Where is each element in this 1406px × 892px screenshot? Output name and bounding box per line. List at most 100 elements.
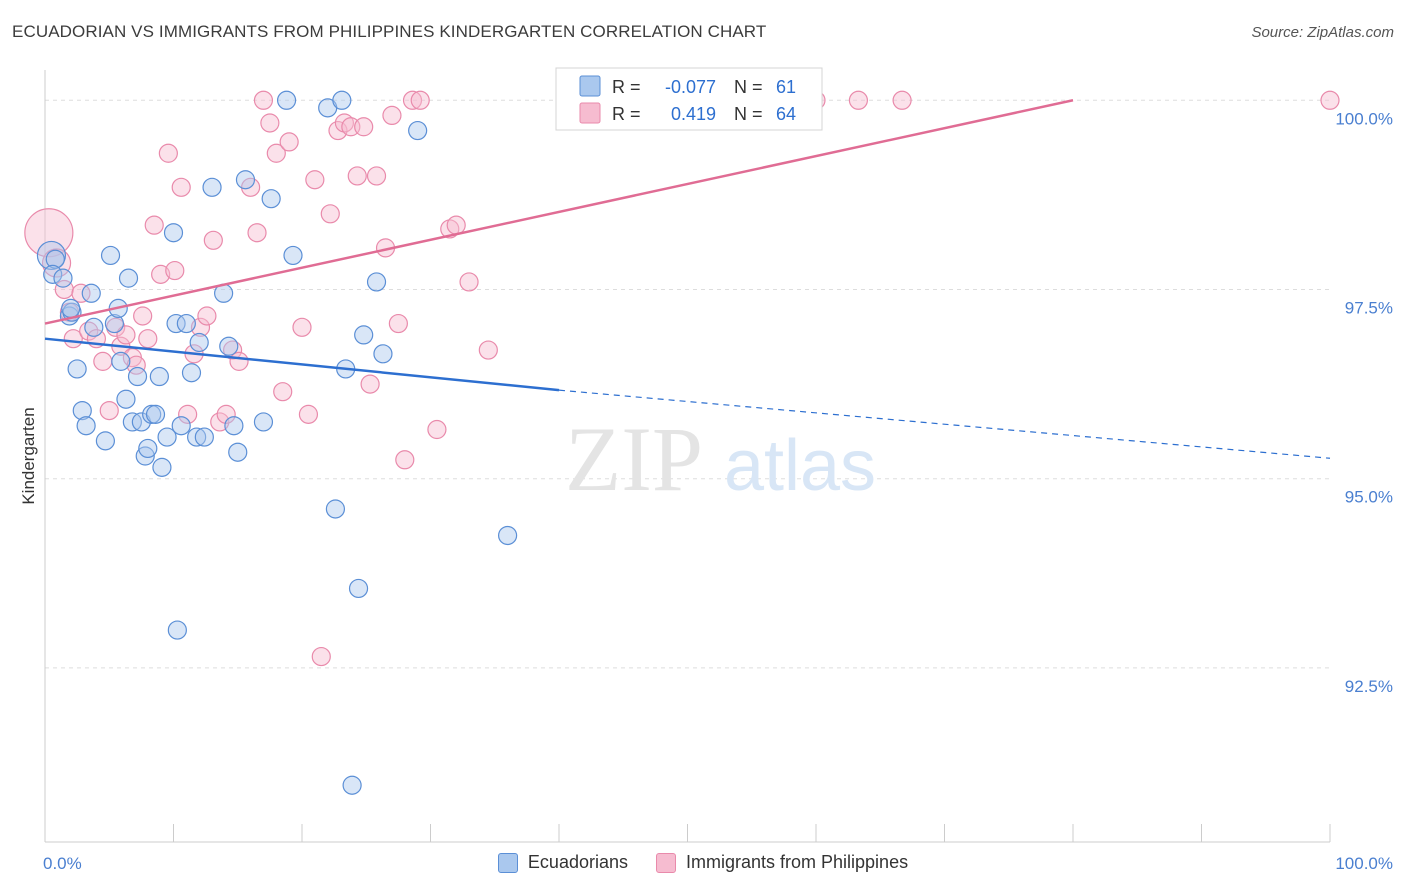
philippines-point-16 — [138, 329, 158, 349]
philippines-point-15 — [133, 306, 153, 326]
ecuadorians-point-48 — [332, 90, 352, 110]
legend-swatch-ecuadorians — [497, 852, 518, 873]
philippines-point-51 — [382, 105, 402, 126]
ecuadorians-point-22 — [138, 438, 158, 459]
philippines-point-38 — [292, 317, 312, 337]
ecuadorians-point-0 — [36, 240, 67, 271]
ecuadorians-point-29 — [166, 313, 186, 334]
philippines-point-59 — [459, 272, 479, 292]
ecuadorians-point-42 — [253, 412, 274, 432]
axes — [44, 70, 1331, 843]
legend-r-value-pink: 0.419 — [671, 104, 716, 124]
ecuadorians-point-50 — [342, 775, 362, 795]
philippines-point-19 — [158, 143, 178, 163]
ecuadorians-point-26 — [152, 457, 172, 477]
ecuadorians-point-39 — [224, 416, 244, 436]
y-tick-label-2: 95.0% — [1345, 488, 1393, 507]
ecuadorians-point-12 — [100, 245, 121, 266]
philippines-point-34 — [260, 113, 280, 133]
ecuadorians-point-40 — [228, 442, 248, 462]
philippines-point-36 — [273, 382, 293, 402]
legend-label-ecuadorians: Ecuadorians — [527, 852, 628, 872]
watermark-zip: ZIP — [565, 408, 703, 510]
philippines-point-26 — [203, 230, 223, 250]
ecuadorians-point-43 — [261, 189, 281, 209]
philippines-point-62 — [848, 90, 869, 110]
correlation-legend: R = -0.077 N = 61 R = 0.419 N = 64 — [555, 67, 823, 131]
y-tick-label-0: 100.0% — [1335, 109, 1393, 128]
ecuadorians-point-53 — [366, 272, 387, 292]
ecuadorians-point-11 — [95, 431, 115, 451]
philippines-point-24 — [190, 317, 211, 337]
philippines-point-56 — [427, 419, 447, 440]
legend-r-value-blue: -0.077 — [665, 77, 716, 97]
philippines-point-17 — [144, 215, 164, 235]
philippines-point-32 — [247, 223, 267, 243]
ecuadorians-point-21 — [135, 446, 155, 466]
legend-swatch-pink — [579, 102, 601, 124]
legend-item-philippines: Immigrants from Philippines — [656, 852, 908, 873]
ecuadorians-point-6 — [67, 359, 87, 379]
ecuadorians-point-16 — [116, 389, 136, 409]
ecuadorians-point-56 — [498, 525, 518, 546]
philippines-point-47 — [354, 117, 374, 137]
philippines-point-60 — [478, 340, 498, 360]
philippines-point-52 — [388, 313, 408, 334]
watermark-atlas: atlas — [724, 426, 876, 506]
philippines-point-58 — [446, 215, 466, 235]
philippines-point-49 — [366, 166, 387, 186]
philippines-point-6 — [79, 321, 99, 341]
philippines-point-28 — [216, 404, 236, 424]
philippines-point-63 — [892, 90, 912, 110]
trend-lines — [44, 99, 1331, 459]
ecuadorians-point-17 — [118, 268, 139, 288]
ecuadorians-point-28 — [163, 223, 184, 243]
philippines-point-9 — [99, 400, 119, 421]
ecuadorians-point-41 — [235, 170, 256, 190]
philippines-point-37 — [279, 132, 299, 152]
philippines-point-53 — [395, 450, 415, 470]
philippines-point-39 — [298, 404, 319, 424]
ecuadorians-point-15 — [111, 351, 131, 371]
philippines-point-33 — [253, 90, 274, 110]
y-tick-label-1: 97.5% — [1345, 298, 1393, 317]
ecuadorians-point-58 — [61, 298, 81, 319]
ecuadorians-point-13 — [104, 313, 124, 334]
x-tick-label-0: 0.0% — [43, 854, 82, 873]
philippines-point-41 — [311, 646, 331, 667]
watermark: ZIP atlas — [565, 408, 876, 510]
philippines-point-30 — [229, 351, 249, 371]
philippines-point-21 — [171, 177, 191, 197]
philippines-point-5 — [71, 283, 91, 303]
legend-swatch-blue — [579, 75, 601, 97]
x-tick-label-1: 100.0% — [1335, 854, 1393, 873]
trend-ecuadorians-dashed — [558, 389, 1331, 459]
legend-n-label-pink: N = — [734, 104, 763, 124]
philippines-point-27 — [210, 412, 230, 432]
ecuadorians-point-52 — [354, 325, 374, 345]
ecuadorians-point-38 — [219, 336, 239, 356]
ecuadorians-point-44 — [276, 90, 297, 110]
legend-r-label-blue: R = — [612, 77, 641, 97]
y-axis-label: Kindergarten — [19, 407, 38, 504]
ecuadorians-point-25 — [149, 366, 169, 387]
ecuadorians-point-8 — [76, 416, 96, 436]
legend-label-philippines: Immigrants from Philippines — [686, 852, 909, 872]
ecuadorians-point-54 — [373, 344, 393, 364]
philippines-point-40 — [305, 170, 325, 190]
philippines-point-18 — [151, 264, 171, 284]
philippines-point-48 — [360, 374, 380, 394]
ecuadorians-point-34 — [189, 332, 209, 353]
ecuadorians-point-10 — [84, 317, 104, 337]
legend-swatch-philippines — [656, 852, 676, 873]
ecuadorians-point-24 — [145, 404, 166, 424]
source-label: Source: ZipAtlas.com — [1251, 24, 1394, 41]
legend-n-value-blue: 61 — [776, 77, 796, 97]
philippines-point-46 — [347, 166, 367, 186]
y-tick-label-3: 92.5% — [1345, 677, 1393, 696]
ecuadorians-point-51 — [348, 578, 369, 599]
trend-ecuadorians-solid — [44, 337, 560, 392]
legend-n-value-pink: 64 — [776, 104, 796, 124]
ecuadorians-point-32 — [181, 363, 202, 383]
